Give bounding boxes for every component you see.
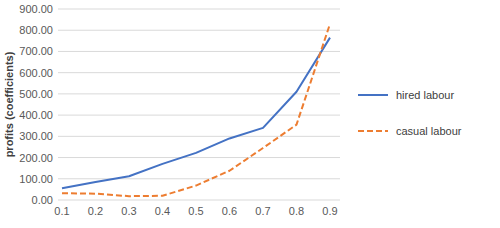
x-tick-label: 0.7	[255, 205, 270, 217]
grid-line	[58, 136, 340, 137]
x-tick-label: 0.9	[322, 205, 337, 217]
grid-line	[58, 200, 340, 201]
grid-line	[58, 115, 340, 116]
x-tick-label: 0.6	[222, 205, 237, 217]
y-tick-label: 900.00	[19, 3, 53, 15]
x-tick-label: 0.4	[155, 205, 170, 217]
grid-line	[58, 93, 340, 94]
x-tick-label: 0.1	[54, 205, 69, 217]
y-tick-label: 0.00	[32, 194, 53, 206]
grid-line	[58, 72, 340, 73]
y-tick-label: 400.00	[19, 109, 53, 121]
legend-swatch	[358, 94, 388, 96]
y-tick-label: 600.00	[19, 67, 53, 79]
series-group	[62, 24, 330, 196]
legend-label: casual labour	[396, 125, 462, 137]
series-line	[62, 24, 330, 196]
x-tick-label: 0.3	[121, 205, 136, 217]
grid-line	[58, 178, 340, 179]
chart: 0.00 100.00 200.00 300.00 400.00 500.00 600.00…	[0, 0, 500, 228]
x-tick-label: 0.8	[289, 205, 304, 217]
y-tick-label: 100.00	[19, 173, 53, 185]
series-line	[62, 38, 330, 189]
y-tick-label: 700.00	[19, 45, 53, 57]
grid-line	[58, 30, 340, 31]
legend-label: hired labour	[396, 89, 454, 101]
y-tick-label: 500.00	[19, 88, 53, 100]
x-tick-label: 0.2	[88, 205, 103, 217]
y-tick-label: 200.00	[19, 152, 53, 164]
y-tick-label: 300.00	[19, 130, 53, 142]
y-tick-label: 800.00	[19, 24, 53, 36]
grid-line	[58, 51, 340, 52]
grid-line	[58, 157, 340, 158]
y-axis-label: profits (coefficients)	[3, 51, 15, 157]
x-tick-label: 0.5	[188, 205, 203, 217]
legend-swatch	[358, 130, 388, 132]
grid-line	[58, 9, 340, 10]
